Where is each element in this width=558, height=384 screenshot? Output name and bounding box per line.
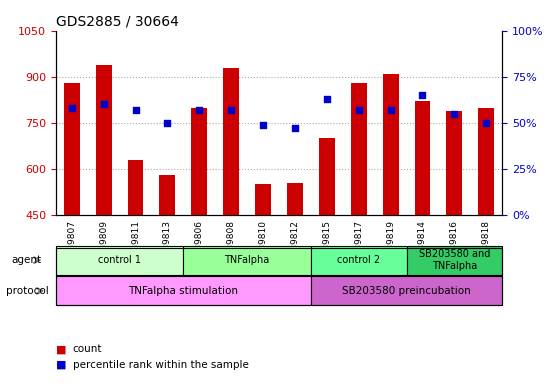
Bar	[287, 183, 303, 215]
Point	[258, 122, 267, 128]
Point	[195, 107, 204, 113]
Point	[354, 107, 363, 113]
Text: control 2: control 2	[337, 255, 380, 265]
Text: percentile rank within the sample: percentile rank within the sample	[73, 360, 248, 370]
Bar	[255, 184, 271, 215]
Point	[68, 105, 76, 111]
Text: TNFalpha stimulation: TNFalpha stimulation	[128, 286, 238, 296]
Point	[323, 96, 331, 102]
Bar	[383, 74, 398, 215]
Point	[227, 107, 235, 113]
Point	[291, 125, 300, 131]
Text: control 1: control 1	[98, 255, 141, 265]
Point	[131, 107, 140, 113]
Point	[163, 120, 172, 126]
Point	[386, 107, 395, 113]
Point	[418, 92, 427, 98]
Bar	[478, 108, 494, 215]
Text: agent: agent	[11, 255, 41, 265]
Point	[99, 101, 108, 108]
Bar	[446, 111, 463, 215]
Bar	[319, 138, 335, 215]
Bar	[351, 83, 367, 215]
Text: ■: ■	[56, 360, 66, 370]
Text: count: count	[73, 344, 102, 354]
Bar	[160, 175, 175, 215]
Text: GDS2885 / 30664: GDS2885 / 30664	[56, 14, 179, 28]
Point	[450, 111, 459, 117]
Text: TNFalpha: TNFalpha	[224, 255, 270, 265]
Text: ■: ■	[56, 344, 66, 354]
Point	[482, 120, 490, 126]
Bar	[64, 83, 80, 215]
Text: SB203580 preincubation: SB203580 preincubation	[342, 286, 471, 296]
Text: protocol: protocol	[6, 286, 49, 296]
Text: SB203580 and
TNFalpha: SB203580 and TNFalpha	[418, 249, 490, 271]
Bar	[95, 65, 112, 215]
Bar	[223, 68, 239, 215]
Bar	[415, 101, 430, 215]
Bar	[191, 108, 207, 215]
Bar	[128, 160, 143, 215]
